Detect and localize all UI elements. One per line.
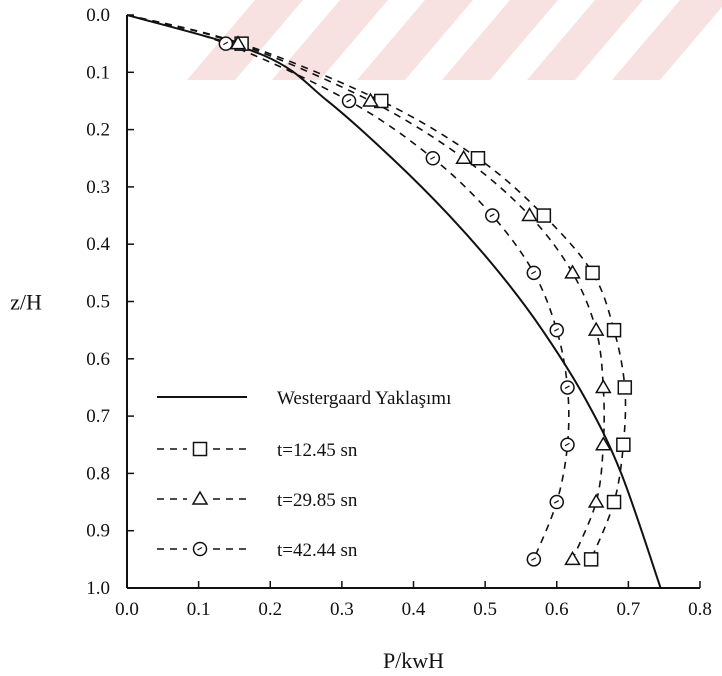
data-point-square [583,552,599,567]
legend-label: t=42.44 sn [277,540,358,561]
data-point-triangle [595,378,612,394]
y-tick-label: 0.5 [86,292,110,313]
data-point-circle [485,208,500,223]
data-point-triangle [564,264,581,279]
watermark-stripe [272,0,388,80]
data-point-circle [549,494,564,510]
data-point-triangle [564,550,581,566]
data-point-triangle [595,436,612,451]
y-tick-label: 0.7 [86,406,110,427]
data-point-circle [560,437,575,452]
legend-marker-triangle [191,490,209,505]
series-line-4 [126,14,570,560]
x-tick-label: 0.8 [688,599,712,620]
legend: Westergaard Yaklaşımı t=12.45 sn t=29.85 s… [157,388,451,561]
data-point-square [616,437,631,452]
legend-marker-circle [192,541,208,557]
data-point-circle [549,322,564,338]
marker-layer [218,35,633,567]
series-line-3 [126,14,606,560]
y-tick-label: 0.3 [86,177,110,198]
watermark-stripe [527,0,643,80]
data-point-triangle [229,35,247,50]
watermark-stripe [612,0,722,80]
x-tick-label: 0.4 [402,599,426,620]
y-tick-label: 0.0 [86,5,110,26]
data-point-square [617,380,633,395]
x-tick-label: 0.3 [330,599,354,620]
tick-labels: 0.0 0.1 0.2 0.3 0.4 0.5 0.6 0.7 0.8 0.0 0.1 0.2 0.3 0… [86,5,712,620]
y-tick-label: 0.8 [86,463,110,484]
legend-label: t=12.45 sn [277,440,358,461]
y-tick-label: 1.0 [86,578,110,599]
data-point-square [606,322,622,338]
data-point-circle [425,151,441,166]
series-layer [126,14,662,589]
legend-item-2: t=12.45 sn [157,440,358,461]
data-point-circle [218,36,234,51]
data-point-circle [526,552,542,567]
y-tick-label: 0.4 [86,234,110,255]
x-tick-label: 0.1 [187,599,211,620]
x-tick-label: 0.5 [473,599,497,620]
legend-marker-square [192,441,208,457]
data-point-triangle [362,92,379,107]
data-point-square [536,208,552,223]
watermark-stripe [442,0,558,80]
data-point-circle [526,265,542,281]
data-point-triangle [455,149,472,164]
data-point-square [606,494,622,510]
x-tick-label: 0.0 [115,599,139,620]
x-tick-label: 0.2 [258,599,282,620]
x-tick-label: 0.6 [545,599,569,620]
data-point-square [470,151,486,166]
data-point-triangle [587,493,605,508]
y-tick-label: 0.1 [86,62,110,83]
legend-label: Westergaard Yaklaşımı [277,388,451,409]
y-tick-label: 0.2 [86,120,110,141]
x-tick-label: 0.7 [617,599,641,620]
legend-item-1: Westergaard Yaklaşımı [157,388,451,409]
series-line-1 [126,14,662,589]
y-axis-title: z/H [10,290,42,315]
watermark-stripe [357,0,473,80]
x-axis-title: P/kwH [383,648,444,673]
legend-item-3: t=29.85 sn [157,490,358,511]
y-tick-label: 0.6 [86,349,110,370]
axes [126,14,701,589]
data-point-triangle [521,207,538,222]
data-point-square [585,265,600,281]
data-point-circle [560,380,575,395]
data-point-triangle [587,321,605,336]
legend-item-4: t=42.44 sn [157,540,358,561]
watermark-stripes [187,0,722,80]
y-tick-label: 0.9 [86,521,110,542]
data-point-circle [341,93,357,109]
legend-label: t=29.85 sn [277,490,358,511]
